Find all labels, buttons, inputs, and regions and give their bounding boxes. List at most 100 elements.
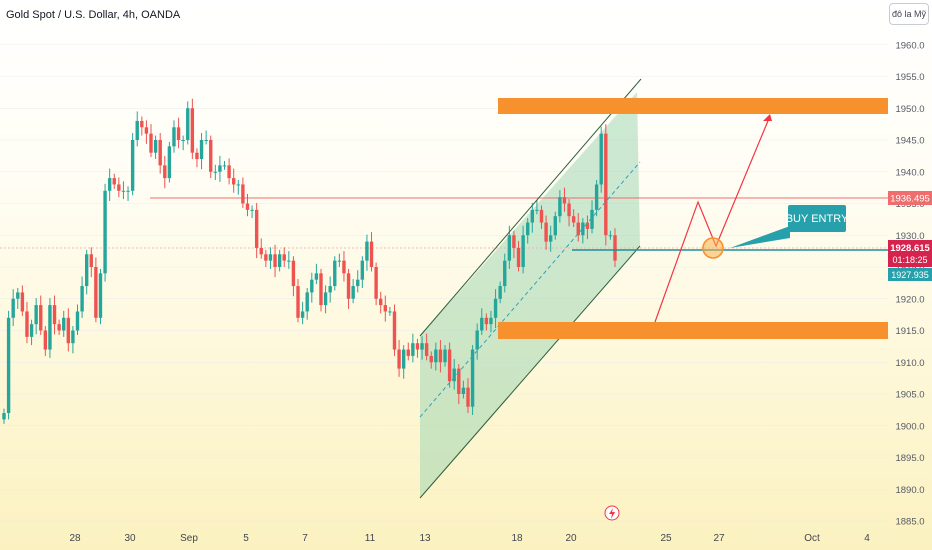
y-tick-label: 1910.0 — [895, 358, 924, 369]
x-tick-label: 11 — [365, 533, 376, 544]
candle-body — [553, 216, 557, 236]
candle-body — [62, 317, 66, 331]
candle-body — [209, 140, 213, 172]
candle-body — [466, 387, 470, 407]
candle-body — [227, 165, 231, 179]
candle-body — [98, 273, 103, 318]
candle-body — [231, 178, 236, 185]
candle-body — [608, 235, 613, 237]
candle-body — [250, 209, 254, 211]
candle-body — [48, 305, 52, 350]
countdown-text: 01:18:25 — [892, 255, 927, 265]
horizontal-grid — [0, 44, 888, 522]
candle-body — [438, 349, 443, 363]
candle-body — [613, 235, 617, 261]
candle-body — [2, 413, 6, 420]
lightning-icon — [609, 508, 615, 519]
last-price-text: 1928.615 — [890, 243, 930, 254]
candle-body — [6, 317, 11, 414]
y-tick-label: 1920.0 — [895, 294, 924, 305]
candle-body — [29, 324, 34, 337]
candle-body — [420, 343, 424, 350]
x-tick-label: 4 — [864, 533, 870, 544]
x-axis[interactable]: 28 30 Sep 5 7 11 13 18 20 25 27 Oct 4 — [69, 533, 870, 544]
candle-body — [365, 241, 369, 261]
candle-body — [107, 178, 112, 191]
y-tick-label: 1905.0 — [895, 390, 924, 401]
resistance-zone[interactable] — [498, 98, 888, 114]
x-tick-label: 30 — [124, 533, 136, 544]
candle-body — [392, 311, 397, 350]
bid-price-text: 1927.935 — [891, 270, 929, 280]
candle-body — [57, 324, 61, 331]
candle-body — [457, 368, 461, 394]
candle-body — [516, 247, 521, 267]
entry-circle-marker[interactable] — [702, 237, 724, 259]
candle-body — [236, 184, 240, 186]
candle-body — [461, 387, 466, 394]
candle-body — [89, 254, 93, 267]
candle-body — [186, 108, 190, 140]
candle-body — [117, 184, 121, 191]
candle-body — [397, 349, 401, 369]
candle-body — [475, 330, 479, 350]
candle-body — [539, 209, 544, 223]
candle-body — [222, 165, 227, 167]
projection-arrowhead — [763, 114, 772, 121]
candle-body — [567, 203, 571, 217]
y-tick-label: 1955.0 — [895, 72, 924, 83]
candle-body — [521, 235, 525, 267]
candle-body — [310, 279, 314, 293]
event-marker[interactable] — [604, 505, 620, 521]
x-tick-label: 28 — [69, 533, 81, 544]
projection-path[interactable] — [654, 115, 771, 323]
candle-body — [149, 133, 153, 153]
channel-fill — [420, 92, 640, 498]
candle-body — [144, 127, 149, 134]
buy-entry-callout-box[interactable] — [788, 205, 846, 232]
x-tick-label: 7 — [302, 533, 308, 544]
candle-body — [158, 140, 162, 166]
candle-body — [66, 317, 71, 344]
candle-body — [388, 311, 392, 313]
candle-body — [254, 209, 259, 248]
channel-upper-line[interactable] — [419, 78, 642, 337]
candle-body — [305, 292, 309, 312]
candle-body — [429, 355, 433, 363]
candle-body — [282, 254, 286, 261]
currency-button[interactable]: đô la Mỹ — [889, 3, 929, 25]
candle-body — [103, 190, 107, 274]
candle-body — [300, 311, 305, 318]
candle-body — [498, 286, 502, 299]
channel-lower-line[interactable] — [419, 245, 641, 499]
y-tick-label: 1915.0 — [895, 326, 924, 337]
candle-body — [406, 349, 410, 356]
y-axis[interactable]: 1885.0 1890.0 1895.0 1900.0 1905.0 1910.0 1915… — [895, 40, 924, 527]
channel-mid-line[interactable] — [419, 161, 641, 418]
candle-body — [342, 260, 346, 274]
candle-body — [484, 317, 489, 325]
candle-body — [599, 133, 603, 185]
buy-entry-callout-pointer — [730, 226, 790, 248]
x-tick-label: 27 — [713, 533, 725, 544]
channel-area — [420, 92, 640, 498]
candle-body — [470, 349, 475, 407]
x-tick-label: 20 — [565, 533, 577, 544]
candle-body — [153, 140, 158, 153]
candle-body — [512, 235, 516, 248]
candle-body — [71, 330, 75, 344]
candle-body — [181, 140, 185, 141]
buy-entry-label: BUY ENTRY — [786, 213, 849, 225]
y-tick-label: 1885.0 — [895, 517, 924, 528]
support-zone[interactable] — [498, 322, 888, 339]
candle-body — [576, 222, 580, 236]
candle-body — [447, 349, 452, 382]
candle-body — [213, 171, 218, 173]
candle-body — [25, 311, 29, 337]
candle-body — [39, 305, 43, 331]
candle-body — [130, 140, 135, 191]
candle-body — [328, 286, 332, 293]
candle-body — [360, 260, 365, 280]
x-tick-label: 25 — [660, 533, 672, 544]
